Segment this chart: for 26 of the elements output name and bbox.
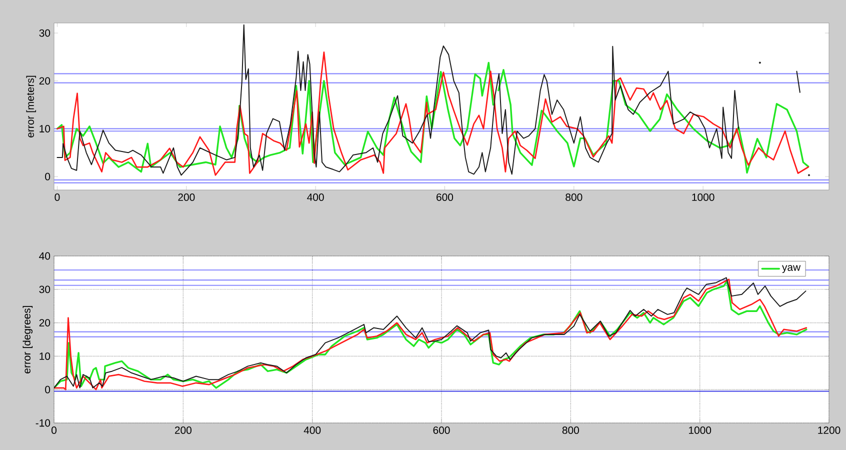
y-axis-title: error [degrees] — [22, 306, 33, 374]
x-tick-label: 1000 — [689, 426, 712, 434]
legend-label: yaw — [782, 265, 801, 273]
x-tick-label: 0 — [52, 426, 57, 434]
y-tick-label: 10 — [40, 352, 50, 360]
x-tick-label: 1200 — [818, 426, 840, 434]
y-tick-label: 40 — [39, 252, 50, 260]
x-tick-label: 200 — [174, 426, 192, 434]
y-tick-label: 20 — [39, 77, 50, 85]
y-tick-label: 20 — [39, 319, 50, 326]
x-tick-label: 400 — [304, 426, 321, 434]
y-tick-label: -10 — [36, 419, 50, 427]
x-tick-label: 200 — [178, 194, 195, 201]
x-tick-label: 600 — [433, 426, 450, 434]
x-tick-label: 400 — [307, 194, 324, 201]
y-tick-label: 0 — [45, 172, 50, 180]
y-tick-label: 30 — [39, 286, 50, 294]
x-tick-label: 800 — [562, 426, 579, 434]
y-axis-title: error [meters] — [26, 76, 36, 138]
x-tick-label: 1000 — [692, 194, 714, 201]
x-tick-label: 800 — [566, 194, 582, 201]
y-tick-label: 30 — [39, 29, 50, 37]
x-tick-label: 600 — [436, 194, 454, 201]
x-tick-label: 0 — [54, 194, 60, 201]
y-tick-label: 0 — [45, 386, 50, 394]
y-tick-label: 10 — [40, 125, 50, 132]
